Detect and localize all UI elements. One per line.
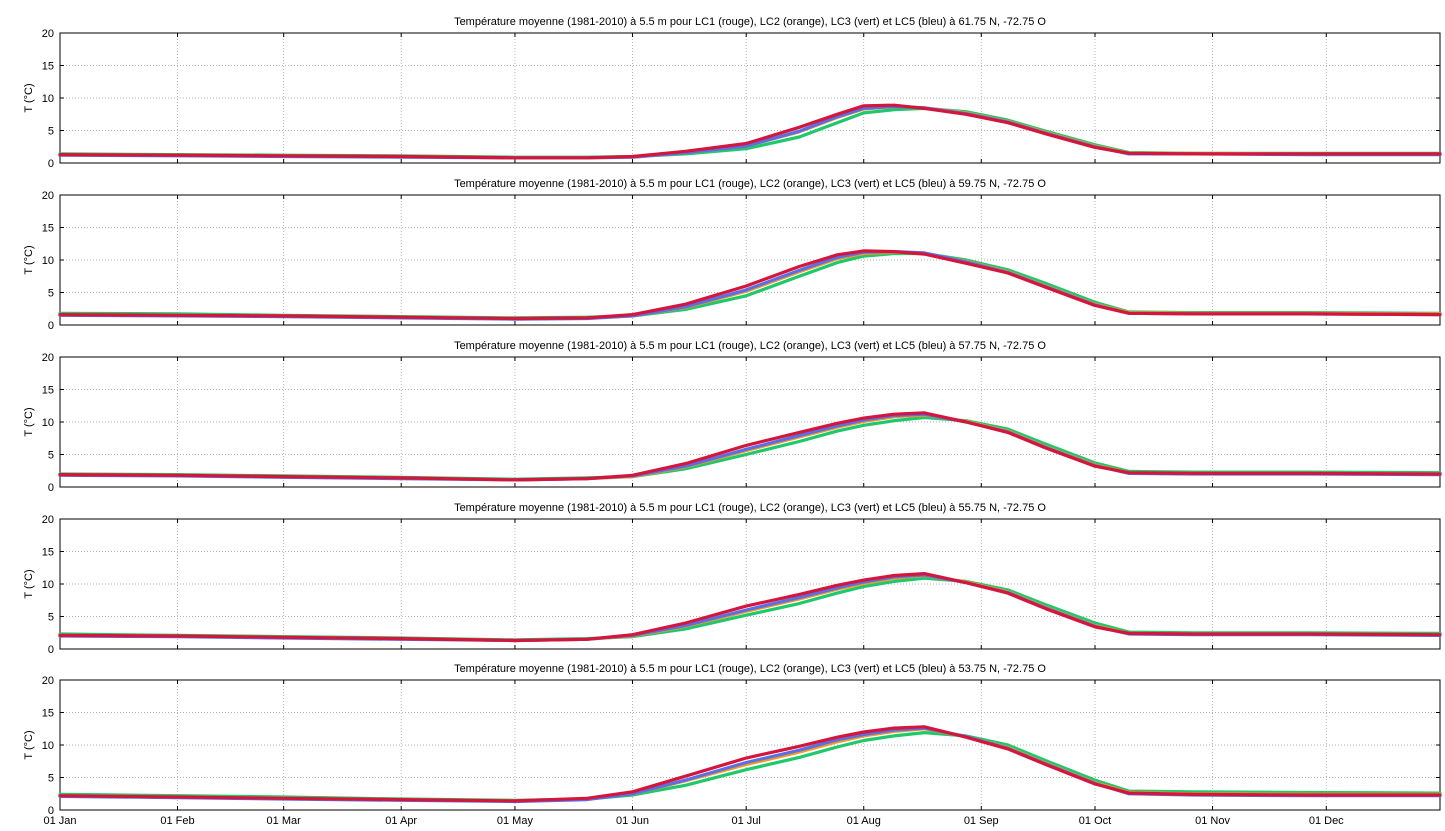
- y-tick-label: 0: [48, 805, 54, 817]
- y-axis-label: T (°C): [23, 569, 35, 598]
- panel-title: Température moyenne (1981-2010) à 5.5 m …: [454, 16, 1046, 28]
- x-tick-label: 01 Aug: [847, 815, 881, 827]
- y-axis-label: T (°C): [23, 730, 35, 759]
- y-tick-label: 0: [48, 482, 54, 494]
- series-line-lc1: [58, 725, 1442, 803]
- series-line-lc1: [58, 103, 1442, 160]
- y-tick-label: 5: [48, 612, 54, 624]
- series-line-lc1: [58, 571, 1442, 643]
- y-tick-label: 0: [48, 158, 54, 170]
- y-tick-label: 20: [42, 514, 54, 526]
- panel-1: Température moyenne (1981-2010) à 5.5 m …: [23, 16, 1442, 170]
- panel-title: Température moyenne (1981-2010) à 5.5 m …: [454, 663, 1046, 675]
- x-tick-label: 01 Dec: [1309, 815, 1344, 827]
- y-tick-label: 10: [42, 93, 54, 105]
- y-tick-label: 20: [42, 352, 54, 364]
- y-tick-label: 15: [42, 223, 54, 235]
- x-tick-label: 01 Mar: [267, 815, 302, 827]
- y-tick-label: 20: [42, 190, 54, 202]
- y-tick-label: 5: [48, 126, 54, 138]
- y-tick-label: 0: [48, 320, 54, 332]
- series-line-lc1: [58, 411, 1442, 482]
- x-tick-label: 01 May: [497, 815, 534, 827]
- panel-title: Température moyenne (1981-2010) à 5.5 m …: [454, 502, 1046, 514]
- x-tick-label: 01 Sep: [964, 815, 999, 827]
- y-axis-label: T (°C): [23, 407, 35, 436]
- panel-title: Température moyenne (1981-2010) à 5.5 m …: [454, 178, 1046, 190]
- y-axis-label: T (°C): [23, 245, 35, 274]
- y-tick-label: 5: [48, 450, 54, 462]
- x-tick-label: 01 Jun: [616, 815, 649, 827]
- x-tick-label: 01 Jul: [732, 815, 761, 827]
- y-tick-label: 15: [42, 547, 54, 559]
- y-tick-label: 15: [42, 385, 54, 397]
- y-tick-label: 0: [48, 644, 54, 656]
- y-tick-label: 5: [48, 773, 54, 785]
- panel-5: Température moyenne (1981-2010) à 5.5 m …: [23, 663, 1442, 827]
- x-tick-label: 01 Apr: [385, 815, 417, 827]
- y-tick-label: 10: [42, 740, 54, 752]
- y-tick-label: 5: [48, 288, 54, 300]
- y-tick-label: 10: [42, 417, 54, 429]
- x-tick-label: 01 Nov: [1195, 815, 1230, 827]
- y-tick-label: 20: [42, 675, 54, 687]
- y-tick-label: 10: [42, 255, 54, 267]
- y-axis-label: T (°C): [23, 83, 35, 112]
- panel-3: Température moyenne (1981-2010) à 5.5 m …: [23, 340, 1442, 494]
- panel-title: Température moyenne (1981-2010) à 5.5 m …: [454, 340, 1046, 352]
- panel-2: Température moyenne (1981-2010) à 5.5 m …: [23, 178, 1442, 332]
- y-tick-label: 20: [42, 28, 54, 40]
- x-tick-label: 01 Oct: [1079, 815, 1111, 827]
- panel-4: Température moyenne (1981-2010) à 5.5 m …: [23, 502, 1442, 656]
- y-tick-label: 15: [42, 708, 54, 720]
- series-line-lc1: [58, 249, 1442, 321]
- x-tick-label: 01 Jan: [43, 815, 76, 827]
- x-tick-label: 01 Feb: [160, 815, 194, 827]
- y-tick-label: 10: [42, 579, 54, 591]
- y-tick-label: 15: [42, 61, 54, 73]
